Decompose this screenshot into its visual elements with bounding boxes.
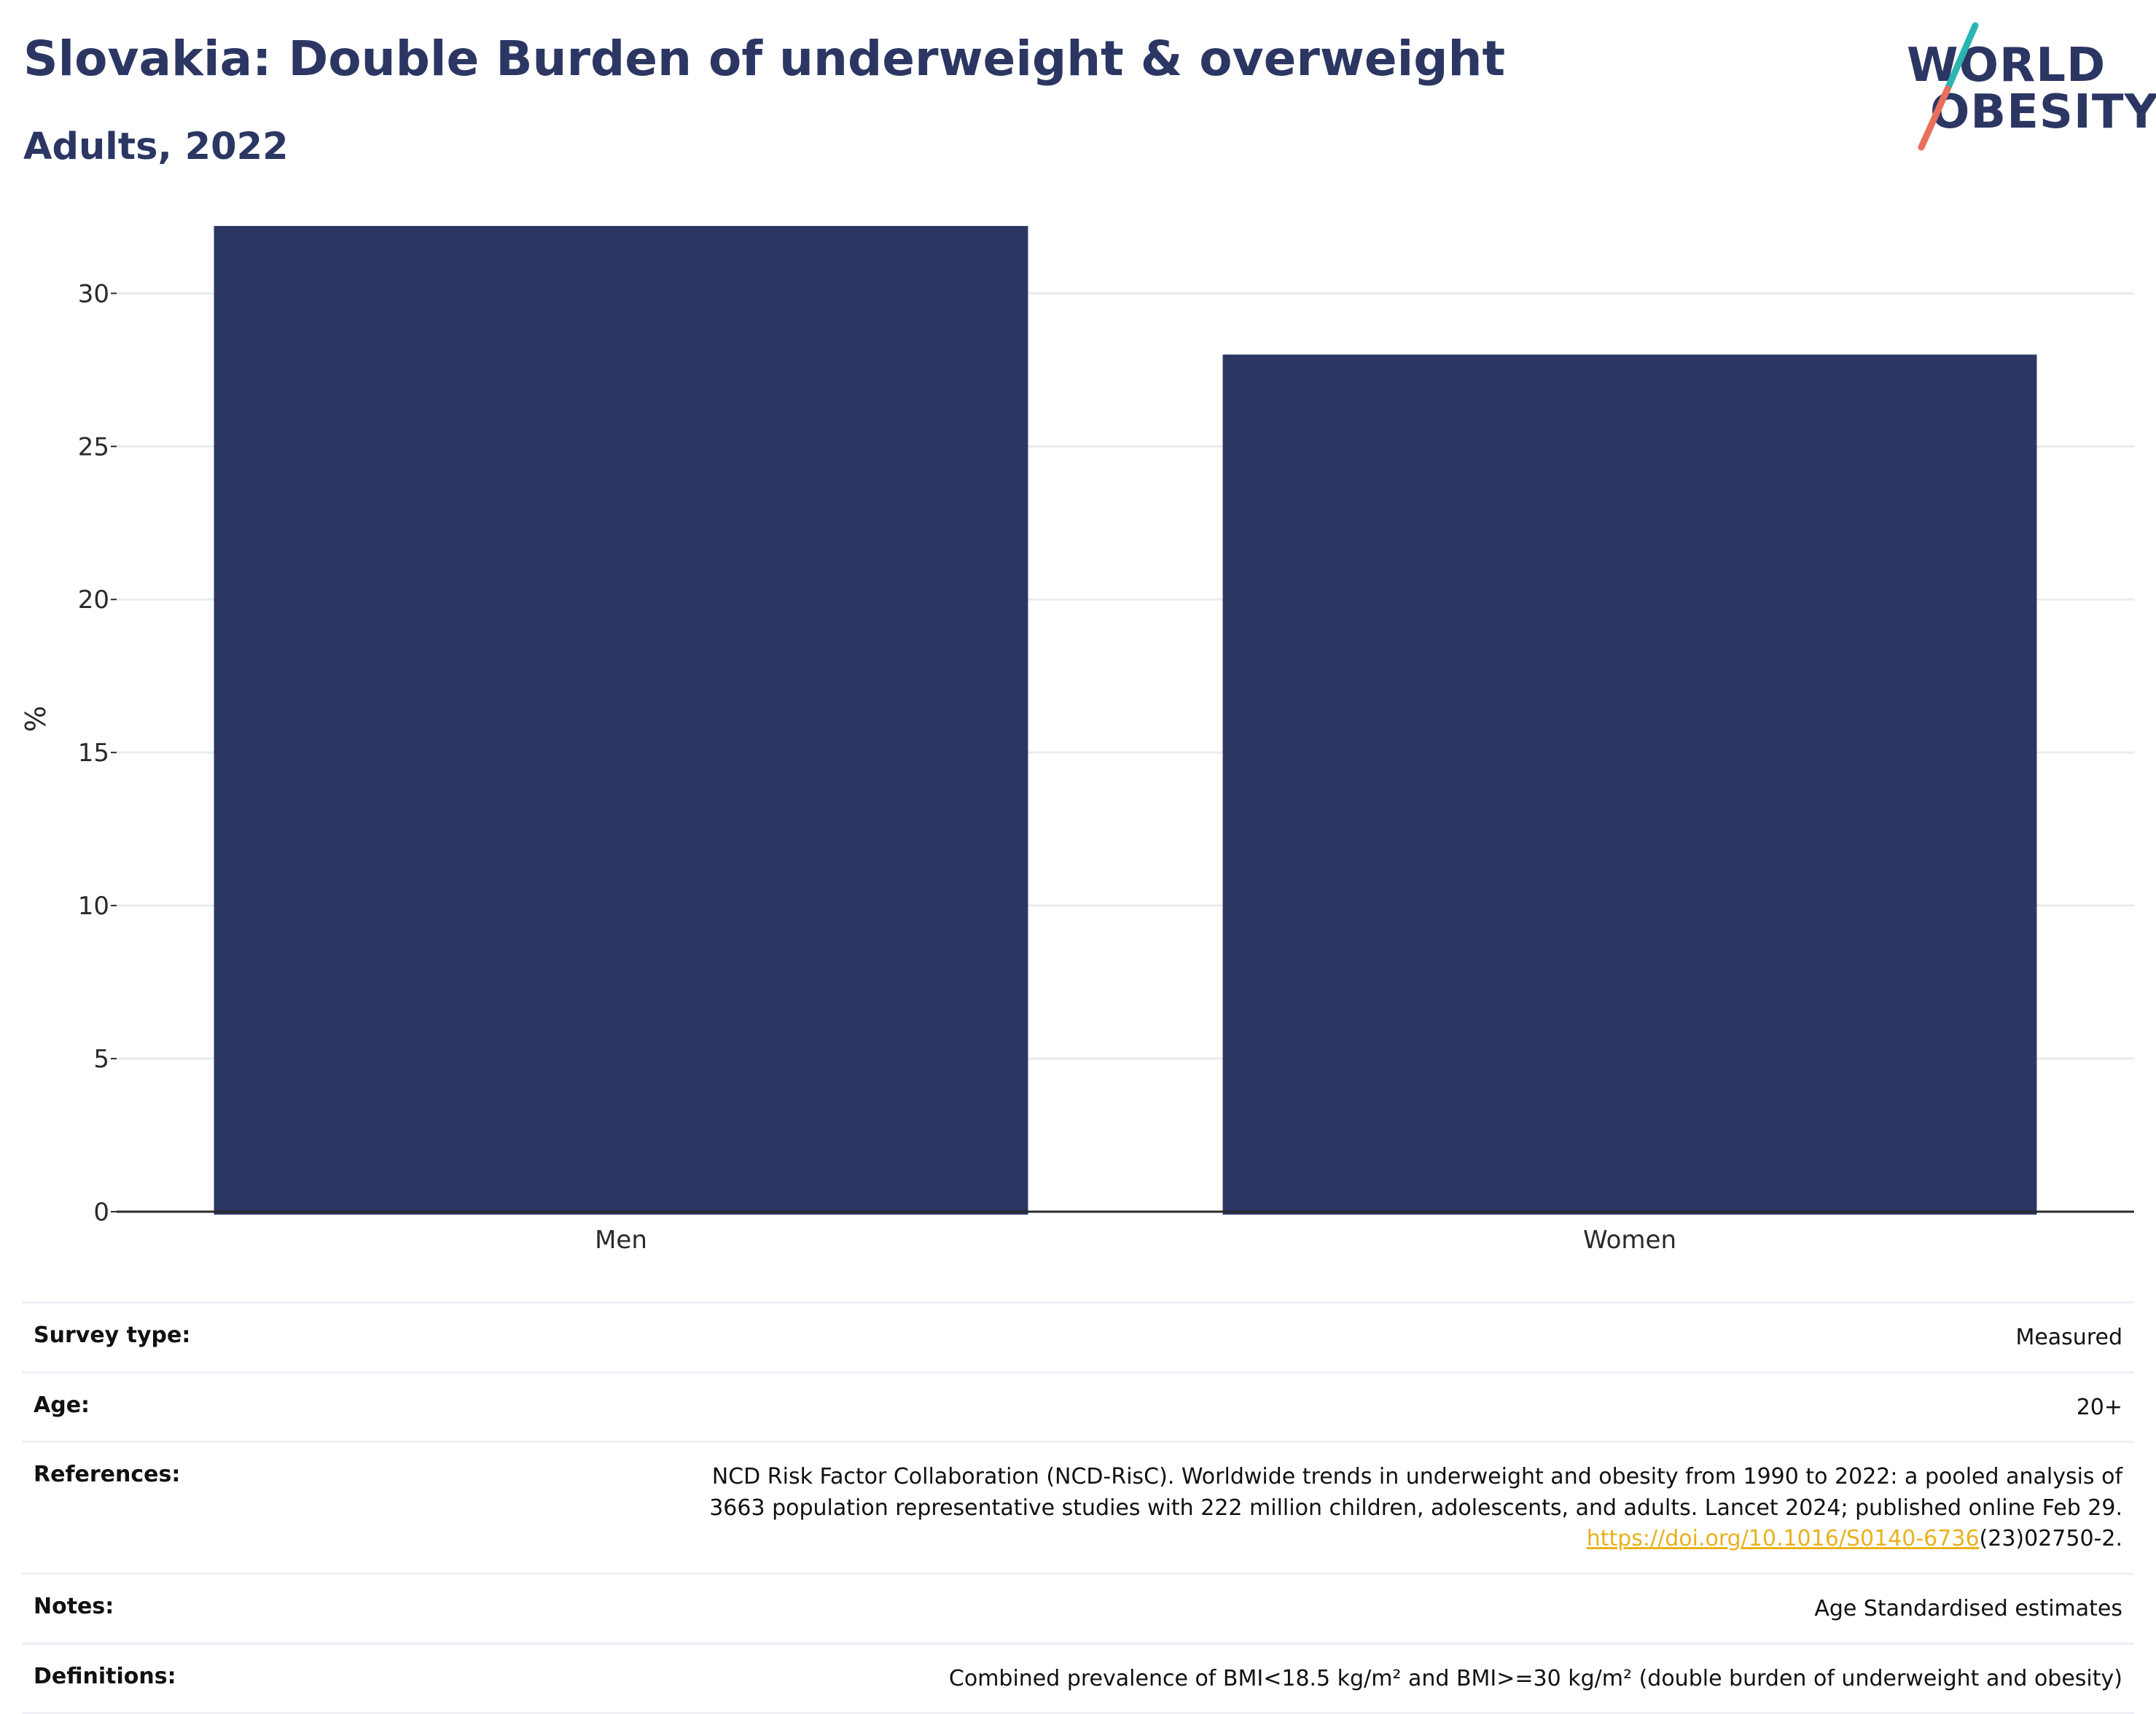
- logo-line-2: OBESITY: [1930, 85, 2156, 139]
- logo-line-1: WORLD: [1907, 39, 2106, 93]
- bar-chart: 0 5 10 15 20 25 30 Men Women %: [20, 226, 2134, 1254]
- references-line-3: https://doi.org/10.1016/S0140-6736(23)02…: [709, 1524, 2122, 1555]
- meta-row-definitions: Definitions: Combined prevalence of BMI<…: [22, 1642, 2134, 1714]
- x-tick-label: Women: [1583, 1226, 1676, 1254]
- survey-type-value: Measured: [2015, 1325, 2122, 1350]
- world-obesity-logo: WORLD OBESITY: [1895, 22, 2156, 153]
- age-value: 20+: [2076, 1394, 2122, 1420]
- notes-value: Age Standardised estimates: [1814, 1595, 2122, 1621]
- chart-subtitle: Adults, 2022: [23, 125, 289, 168]
- chart-title: Slovakia: Double Burden of underweight &…: [23, 31, 1506, 87]
- y-tick-label: 5: [93, 1045, 109, 1074]
- x-tick-labels: Men Women: [595, 1226, 1676, 1254]
- meta-row-references: References: NCD Risk Factor Collaboratio…: [22, 1441, 2134, 1573]
- metadata-table: Survey type: Measured Age: 20+ Reference…: [22, 1301, 2134, 1714]
- bar-men: [214, 226, 1028, 1215]
- survey-type-label: Survey type:: [34, 1322, 191, 1348]
- meta-row-notes: Notes: Age Standardised estimates: [22, 1572, 2134, 1643]
- references-line-1: NCD Risk Factor Collaboration (NCD-RisC)…: [711, 1464, 2122, 1490]
- references-line-2: 3663 population representative studies w…: [709, 1495, 2122, 1521]
- references-label: References:: [34, 1462, 181, 1488]
- y-tick-label: 15: [78, 739, 109, 768]
- meta-row-survey-type: Survey type: Measured: [22, 1301, 2134, 1371]
- y-tick-label: 0: [93, 1198, 109, 1227]
- x-tick-label: Men: [595, 1226, 647, 1254]
- y-tick-label: 30: [78, 279, 109, 308]
- doi-link[interactable]: https://doi.org/10.1016/S0140-6736: [1586, 1526, 1980, 1552]
- y-tick-label: 20: [78, 585, 109, 615]
- y-tick-label: 25: [78, 432, 109, 461]
- bars: [214, 226, 2037, 1215]
- y-axis-title: %: [20, 706, 52, 732]
- age-label: Age:: [34, 1392, 90, 1418]
- definitions-label: Definitions:: [34, 1663, 176, 1689]
- meta-row-age: Age: 20+: [22, 1371, 2134, 1441]
- bar-women: [1222, 354, 2037, 1215]
- y-tick-label: 10: [78, 892, 109, 921]
- doi-suffix: (23)02750-2.: [1979, 1526, 2122, 1552]
- references-value: NCD Risk Factor Collaboration (NCD-RisC)…: [709, 1462, 2122, 1555]
- definitions-value: Combined prevalence of BMI<18.5 kg/m² an…: [948, 1665, 2122, 1691]
- notes-label: Notes:: [34, 1593, 114, 1619]
- y-tick-labels: 0 5 10 15 20 25 30: [78, 279, 117, 1227]
- logo-slash-icon: [1918, 22, 1979, 151]
